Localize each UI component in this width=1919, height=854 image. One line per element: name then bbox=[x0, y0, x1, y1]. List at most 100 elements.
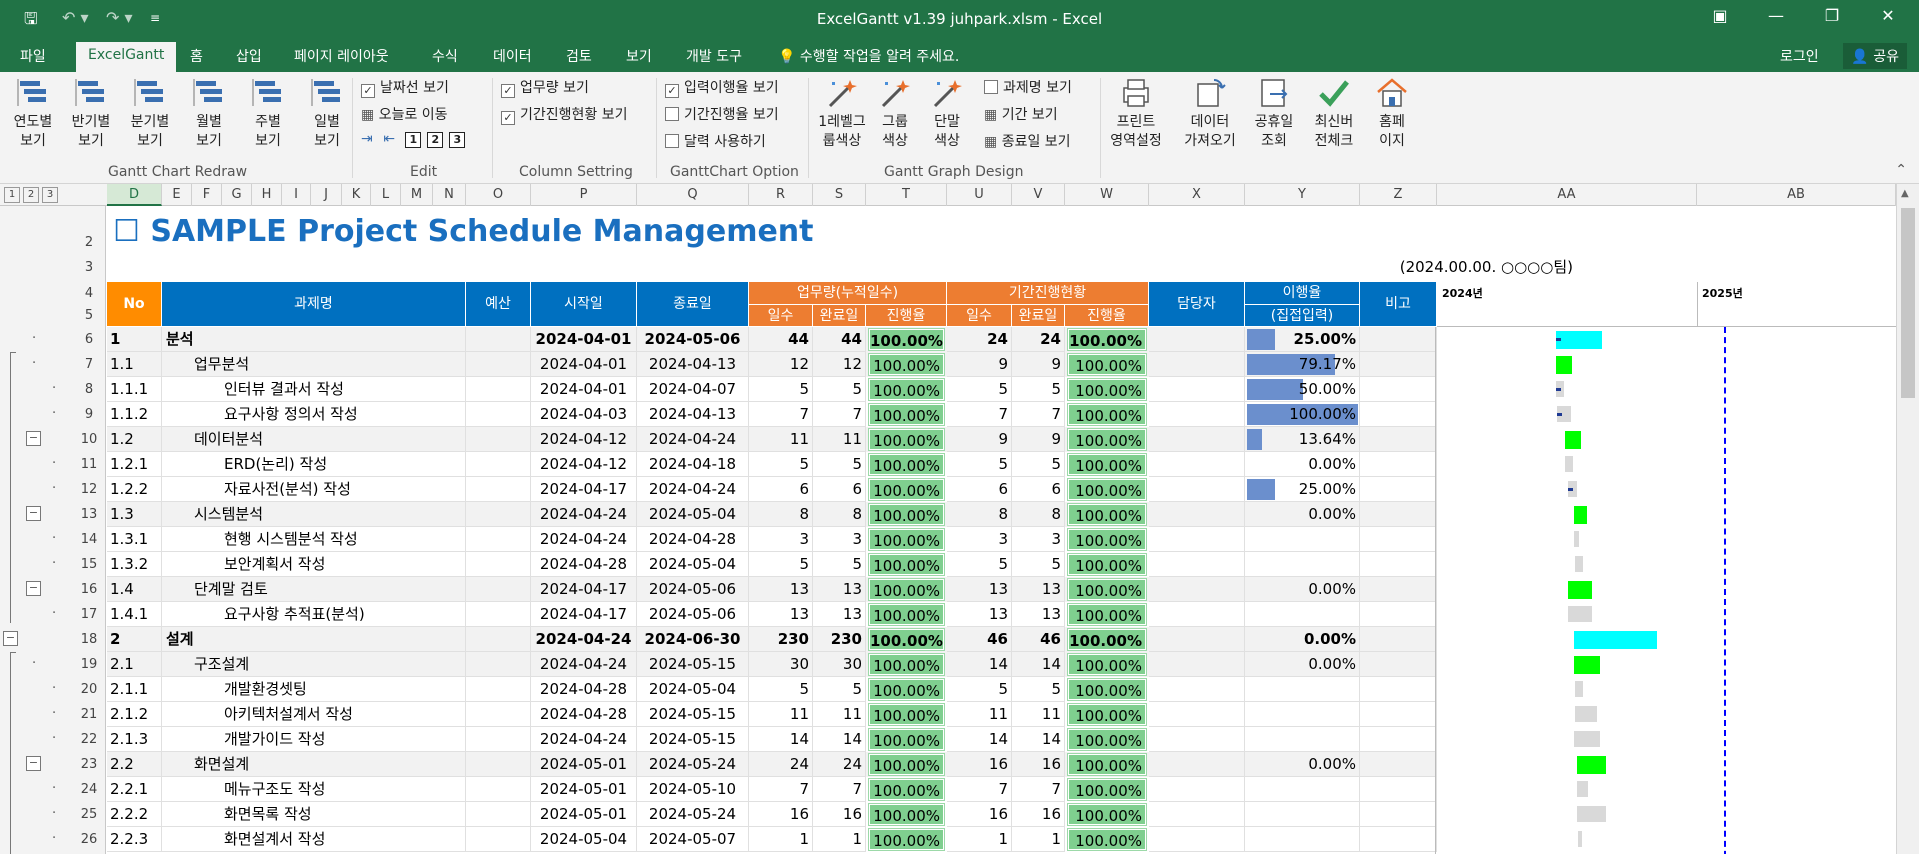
cell-no[interactable]: 1.4 bbox=[107, 577, 162, 602]
cell-rate[interactable]: 0.00% bbox=[1245, 627, 1360, 652]
end-date-view-button[interactable]: ▦ 종료일 보기 bbox=[984, 131, 1071, 151]
cell-budget[interactable] bbox=[466, 677, 531, 702]
column-header-J[interactable]: J bbox=[311, 184, 342, 206]
spreadsheet-grid[interactable]: ☐ SAMPLE Project Schedule Management (20… bbox=[107, 206, 1896, 854]
cell-task[interactable]: 시스템분석 bbox=[162, 502, 466, 527]
column-header-AA[interactable]: AA bbox=[1437, 184, 1697, 206]
cell-owner[interactable] bbox=[1149, 777, 1245, 802]
cell-note[interactable] bbox=[1360, 727, 1437, 752]
cell-note[interactable] bbox=[1360, 477, 1437, 502]
cell-rate[interactable] bbox=[1245, 602, 1360, 627]
cell-days2[interactable]: 5 bbox=[947, 552, 1012, 577]
cell-done-days2[interactable]: 24 bbox=[1012, 327, 1065, 352]
cell-start[interactable]: 2024-05-01 bbox=[531, 777, 637, 802]
cell-rate[interactable]: 0.00% bbox=[1245, 452, 1360, 477]
cell-start[interactable]: 2024-05-01 bbox=[531, 802, 637, 827]
cell-owner[interactable] bbox=[1149, 702, 1245, 727]
goto-today-button[interactable]: ▦ 오늘로 이동 bbox=[361, 104, 448, 124]
workload-checkbox[interactable]: ✓ 업무량 보기 bbox=[501, 77, 589, 98]
cell-note[interactable] bbox=[1360, 702, 1437, 727]
column-header-X[interactable]: X bbox=[1149, 184, 1245, 206]
cell-end[interactable]: 2024-04-24 bbox=[637, 427, 749, 452]
cell-no[interactable]: 2.2 bbox=[107, 752, 162, 777]
cell-task[interactable]: 개발가이드 작성 bbox=[162, 727, 466, 752]
cell-days[interactable]: 14 bbox=[749, 727, 813, 752]
cell-days2[interactable]: 13 bbox=[947, 577, 1012, 602]
cell-note[interactable] bbox=[1360, 402, 1437, 427]
level-2-button[interactable]: 2 bbox=[427, 132, 444, 148]
cell-owner[interactable] bbox=[1149, 652, 1245, 677]
cell-end[interactable]: 2024-05-24 bbox=[637, 802, 749, 827]
cell-done-days[interactable]: 13 bbox=[813, 577, 866, 602]
cell-done-days[interactable]: 1 bbox=[813, 827, 866, 852]
cell-note[interactable] bbox=[1360, 327, 1437, 352]
cell-no[interactable]: 1 bbox=[107, 327, 162, 352]
vertical-scrollbar[interactable]: ▲ bbox=[1896, 184, 1919, 854]
cell-start[interactable]: 2024-04-24 bbox=[531, 652, 637, 677]
column-header-U[interactable]: U bbox=[947, 184, 1012, 206]
cell-days2[interactable]: 9 bbox=[947, 352, 1012, 377]
row-number[interactable]: 24 bbox=[80, 782, 98, 797]
cell-rate[interactable] bbox=[1245, 827, 1360, 852]
cell-start[interactable]: 2024-04-28 bbox=[531, 677, 637, 702]
tab-home[interactable]: 홈 bbox=[190, 49, 203, 65]
row-number[interactable]: 2 bbox=[84, 235, 94, 250]
column-header-L[interactable]: L bbox=[371, 184, 401, 206]
row-number[interactable]: 20 bbox=[80, 682, 98, 697]
cell-budget[interactable] bbox=[466, 477, 531, 502]
indent-icon[interactable]: ⇥ bbox=[361, 131, 373, 147]
cell-owner[interactable] bbox=[1149, 752, 1245, 777]
scrollbar-thumb[interactable] bbox=[1901, 208, 1915, 398]
cell-days[interactable]: 13 bbox=[749, 602, 813, 627]
tab-excelgantt[interactable]: ExcelGantt bbox=[76, 42, 177, 72]
cell-budget[interactable] bbox=[466, 602, 531, 627]
row-number[interactable]: 26 bbox=[80, 832, 98, 847]
cell-budget[interactable] bbox=[466, 802, 531, 827]
cell-start[interactable]: 2024-04-24 bbox=[531, 727, 637, 752]
cell-budget[interactable] bbox=[466, 327, 531, 352]
cell-note[interactable] bbox=[1360, 427, 1437, 452]
cell-owner[interactable] bbox=[1149, 427, 1245, 452]
cell-task[interactable]: 데이터분석 bbox=[162, 427, 466, 452]
outline-level-3[interactable]: 3 bbox=[42, 187, 58, 203]
cell-done-days[interactable]: 5 bbox=[813, 552, 866, 577]
restore-icon[interactable]: ❐ bbox=[1824, 6, 1840, 25]
cell-note[interactable] bbox=[1360, 677, 1437, 702]
cell-owner[interactable] bbox=[1149, 552, 1245, 577]
row-number[interactable]: 14 bbox=[80, 532, 98, 547]
cell-done-days2[interactable]: 5 bbox=[1012, 377, 1065, 402]
redo-icon[interactable]: ↷ ▾ bbox=[106, 8, 133, 27]
collapse-icon[interactable]: − bbox=[26, 506, 41, 521]
cell-task[interactable]: 인터뷰 결과서 작성 bbox=[162, 377, 466, 402]
cell-no[interactable]: 2.2.1 bbox=[107, 777, 162, 802]
cell-start[interactable]: 2024-04-01 bbox=[531, 352, 637, 377]
cell-owner[interactable] bbox=[1149, 627, 1245, 652]
collapse-ribbon-icon[interactable]: ⌃ bbox=[1895, 162, 1907, 178]
cell-done-days[interactable]: 44 bbox=[813, 327, 866, 352]
share-button[interactable]: 👤 공유 bbox=[1843, 43, 1907, 69]
cell-rate[interactable]: 100.00% bbox=[1245, 402, 1360, 427]
row-number[interactable]: 12 bbox=[80, 482, 98, 497]
cell-no[interactable]: 2.1 bbox=[107, 652, 162, 677]
cell-end[interactable]: 2024-04-24 bbox=[637, 477, 749, 502]
cell-owner[interactable] bbox=[1149, 577, 1245, 602]
cell-done-days2[interactable]: 13 bbox=[1012, 602, 1065, 627]
row-number[interactable]: 9 bbox=[84, 407, 94, 422]
column-header-E[interactable]: E bbox=[162, 184, 192, 206]
cell-start[interactable]: 2024-04-03 bbox=[531, 402, 637, 427]
cell-task[interactable]: 분석 bbox=[162, 327, 466, 352]
cell-days[interactable]: 3 bbox=[749, 527, 813, 552]
cell-note[interactable] bbox=[1360, 352, 1437, 377]
gantt-bar[interactable] bbox=[1557, 406, 1571, 422]
period-progress-checkbox[interactable]: ✓ 기간진행현황 보기 bbox=[501, 104, 628, 125]
row-number[interactable]: 11 bbox=[80, 457, 98, 472]
cell-start[interactable]: 2024-04-17 bbox=[531, 602, 637, 627]
task-name-checkbox[interactable]: 과제명 보기 bbox=[984, 77, 1072, 97]
cell-done-days[interactable]: 7 bbox=[813, 402, 866, 427]
gantt-bar[interactable] bbox=[1556, 356, 1573, 374]
cell-rate[interactable] bbox=[1245, 552, 1360, 577]
row-number[interactable]: 15 bbox=[80, 557, 98, 572]
cell-done-days[interactable]: 24 bbox=[813, 752, 866, 777]
cell-start[interactable]: 2024-05-04 bbox=[531, 827, 637, 852]
cell-task[interactable]: 요구사항 정의서 작성 bbox=[162, 402, 466, 427]
